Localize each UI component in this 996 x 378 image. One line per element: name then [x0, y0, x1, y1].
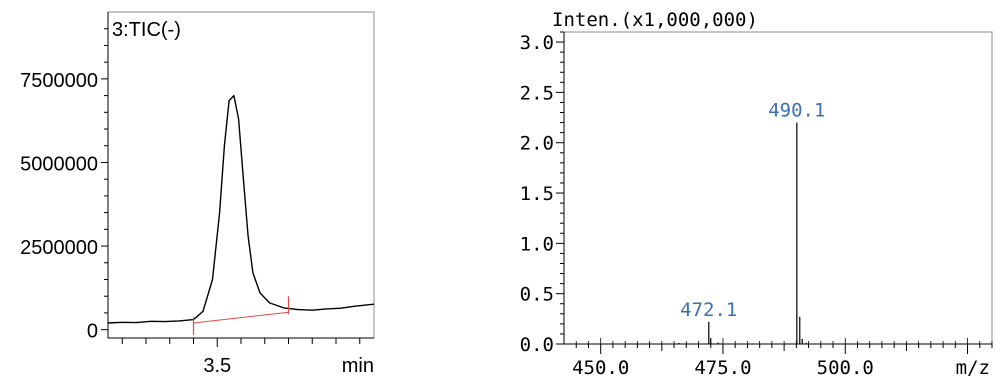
ms-x-axis-label: m/z [956, 357, 990, 378]
ms-plot-frame [563, 31, 993, 345]
ms-y-tick-label: 2.0 [520, 133, 554, 155]
ms-y-tick-label: 1.0 [520, 233, 554, 255]
ms-x-tick-label: 500.0 [817, 357, 874, 378]
tic-y-tick-label: 2500000 [20, 237, 98, 259]
tic-x-tick-label: 3.5 [203, 355, 231, 377]
ms-chart-title: Inten.(x1,000,000) [552, 9, 758, 31]
tic-chart-title: 3:TIC(-) [112, 19, 181, 41]
mass-spectrum: 0.0 0.5 1.0 1.5 2.0 2.5 3.0 450.0 475.0 500.0 m/z I… [520, 9, 993, 378]
ms-peak-label: 490.1 [768, 100, 825, 122]
tic-plot-frame [107, 11, 375, 339]
tic-chromatogram: 0 2500000 5000000 7500000 3.5 min 3:TIC(-) [20, 11, 375, 377]
tic-y-tick-label: 7500000 [20, 70, 98, 92]
ms-y-tick-label: 0.0 [520, 334, 554, 356]
ms-x-tick-label: 475.0 [694, 357, 751, 378]
ms-y-tick-label: 0.5 [520, 284, 554, 306]
ms-peak-label: 472.1 [680, 299, 737, 321]
tic-integration-baseline [193, 311, 289, 324]
ms-y-tick-label: 3.0 [520, 32, 554, 54]
ms-x-tick-label: 450.0 [572, 357, 629, 378]
tic-x-axis-label: min [342, 355, 374, 377]
ms-y-tick-label: 1.5 [520, 183, 554, 205]
ms-y-tick-label: 2.5 [520, 82, 554, 104]
tic-y-tick-label: 0 [87, 321, 98, 343]
tic-y-tick-label: 5000000 [20, 153, 98, 175]
tic-series-line [107, 94, 375, 324]
